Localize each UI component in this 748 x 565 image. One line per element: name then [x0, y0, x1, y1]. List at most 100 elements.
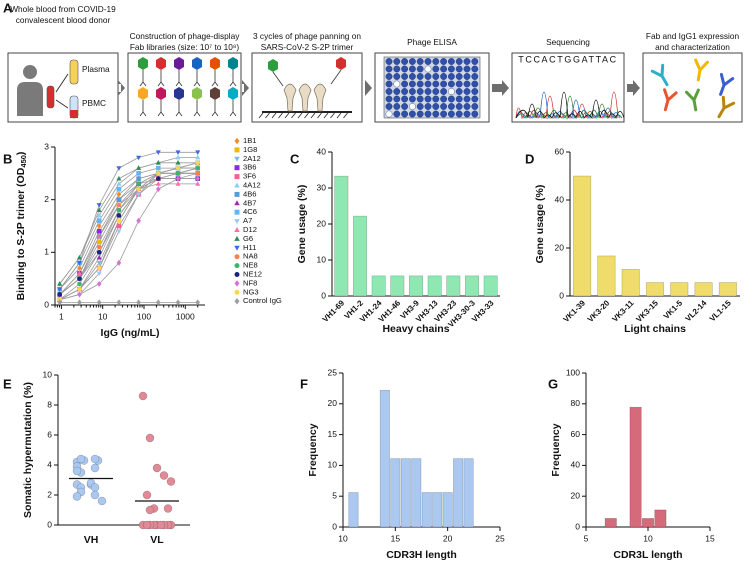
bar	[597, 255, 616, 297]
data-point	[195, 150, 201, 156]
legend-label: NG3	[243, 287, 259, 296]
fit-curve	[59, 162, 198, 285]
phage-head	[228, 87, 238, 100]
surface-hatch	[297, 112, 303, 119]
well	[447, 65, 455, 73]
phage-head	[228, 57, 238, 70]
well	[455, 65, 463, 73]
blood-tube	[46, 85, 55, 109]
data-point	[72, 492, 82, 501]
data-point	[156, 176, 161, 181]
y-tick-label: 10	[43, 369, 53, 379]
legend-label: 2A12	[243, 154, 261, 163]
well	[455, 88, 463, 95]
legend-label: 4B7	[243, 198, 257, 207]
data-point	[96, 299, 102, 306]
legend-marker	[234, 235, 240, 241]
well	[385, 58, 393, 65]
well	[385, 73, 393, 80]
x-tick-label: VH1-69	[321, 298, 347, 324]
hist-bar	[654, 509, 667, 528]
data-point	[96, 280, 102, 287]
y-tick-label: 20	[555, 242, 565, 252]
bar	[408, 275, 424, 297]
well	[393, 95, 401, 103]
phage-tail	[175, 70, 183, 87]
data-point	[195, 181, 201, 186]
data-point	[195, 299, 201, 306]
bar	[390, 275, 405, 297]
y-tick-label: 60	[555, 146, 565, 156]
surface-hatch	[336, 112, 342, 119]
phage-tail	[193, 100, 201, 117]
well	[455, 73, 463, 80]
step-box	[642, 52, 743, 123]
well	[463, 80, 471, 88]
phage-head	[192, 87, 202, 100]
well	[408, 103, 416, 110]
phage-head	[210, 57, 220, 70]
y-tick-label: 3	[44, 141, 49, 151]
data-point	[76, 270, 83, 276]
step-caption: Fab libraries (size: 10⁷ to 10⁸)	[130, 42, 240, 52]
legend-marker	[234, 272, 240, 277]
well	[455, 103, 463, 110]
y-axis-label-part: 450	[19, 155, 28, 168]
panel-letter: A	[3, 0, 13, 15]
donor-body	[17, 82, 43, 116]
well	[416, 65, 424, 73]
panel-letter: G	[548, 376, 558, 391]
legend-label: NE8	[243, 261, 258, 270]
data-point	[136, 171, 141, 176]
well	[401, 65, 408, 73]
data-point	[77, 299, 82, 306]
x-tick-label: VK3-11	[610, 298, 636, 324]
well	[447, 95, 455, 103]
y-tick-label: 20	[328, 398, 338, 408]
split-arrow	[55, 73, 69, 109]
data-point	[116, 191, 122, 198]
data-point	[142, 520, 152, 530]
hist-bar	[463, 458, 474, 528]
antibody	[650, 63, 669, 87]
step-caption: convalescent blood donor	[16, 15, 111, 25]
data-point	[155, 150, 161, 156]
y-axis-label-part: Binding to S-2P trimer (OD	[15, 167, 27, 300]
tube-label: Plasma	[82, 64, 110, 74]
workflow-icons: Plasma PBMC TCCACTGGATTAC	[7, 52, 743, 123]
antibody	[694, 58, 709, 82]
legend-label: 4A12	[243, 181, 261, 190]
data-point	[77, 265, 82, 272]
data-point	[116, 186, 122, 192]
data-point	[96, 212, 102, 218]
step-caption: Fab and IgG1 expression	[646, 31, 740, 41]
fit-curve	[59, 162, 198, 301]
data-point	[76, 254, 83, 260]
data-point	[136, 155, 142, 161]
x-tick-label: 5	[584, 533, 589, 543]
data-point	[195, 175, 201, 182]
well	[440, 80, 447, 88]
well	[424, 103, 432, 110]
x-tick-label: 1000	[176, 311, 195, 321]
well	[416, 88, 424, 95]
data-point	[138, 391, 148, 401]
well	[385, 95, 393, 103]
surface-hatch	[271, 112, 277, 119]
hist-bar	[421, 492, 432, 528]
chart: C 0 10 20 30 40 Gene usage (%) Heavy chains VH1-…	[290, 146, 500, 335]
well	[424, 80, 432, 88]
hist-bar	[641, 518, 654, 528]
x-tick-label: VK3-15	[634, 298, 660, 324]
data-point	[72, 466, 82, 476]
well	[447, 80, 455, 88]
data-point	[175, 299, 181, 306]
legend-marker	[234, 156, 240, 162]
data-point	[77, 286, 82, 292]
step-caption: and characterization	[655, 42, 730, 52]
data-point	[77, 276, 82, 281]
data-point	[152, 463, 162, 473]
x-axis-label: Heavy chains	[382, 323, 449, 335]
data-point	[136, 299, 141, 306]
legend-label: Control IgG	[243, 296, 282, 305]
